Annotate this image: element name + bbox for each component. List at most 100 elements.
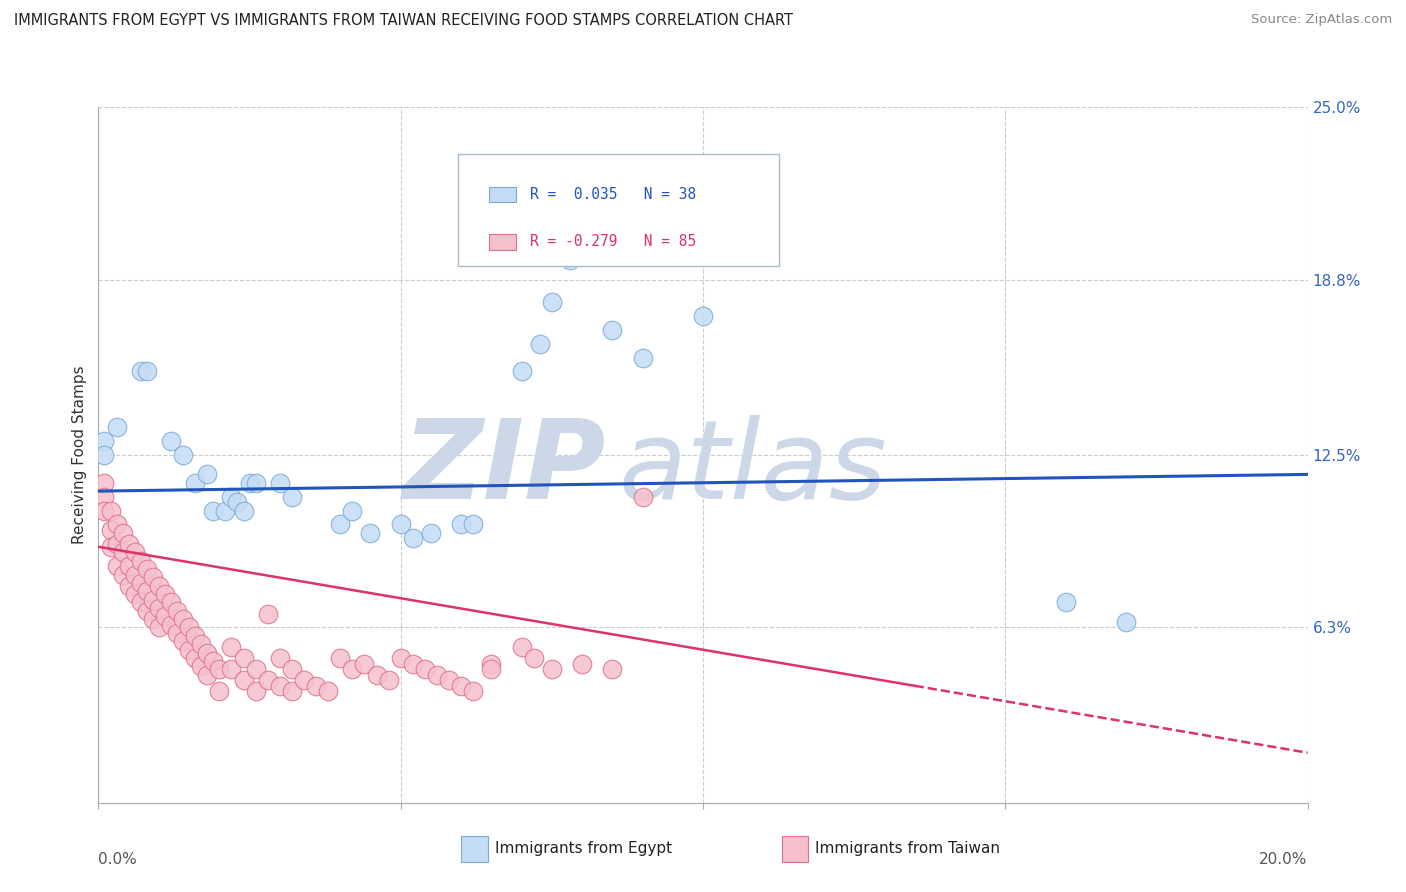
Point: [214, 503, 236, 517]
Point: [342, 503, 364, 517]
Point: [221, 490, 243, 504]
Point: [190, 637, 212, 651]
Point: [1054, 595, 1077, 609]
Text: IMMIGRANTS FROM EGYPT VS IMMIGRANTS FROM TAIWAN RECEIVING FOOD STAMPS CORRELATIO: IMMIGRANTS FROM EGYPT VS IMMIGRANTS FROM…: [14, 13, 793, 29]
Point: [105, 559, 128, 574]
Point: [100, 503, 122, 517]
Point: [245, 662, 267, 676]
Point: [118, 537, 141, 551]
Point: [93, 475, 115, 490]
Point: [105, 537, 128, 551]
Point: [100, 540, 122, 554]
Point: [239, 475, 262, 490]
Point: [692, 309, 714, 323]
Point: [602, 323, 624, 337]
Point: [118, 579, 141, 593]
Point: [426, 667, 449, 681]
Point: [142, 592, 165, 607]
Point: [402, 532, 425, 546]
Point: [366, 667, 388, 681]
Point: [148, 579, 170, 593]
Point: [124, 587, 146, 601]
Point: [124, 567, 146, 582]
Point: [93, 503, 115, 517]
Point: [305, 679, 328, 693]
Point: [100, 86, 122, 100]
Point: [256, 673, 278, 688]
Point: [413, 662, 436, 676]
Point: [450, 679, 472, 693]
Text: 20.0%: 20.0%: [1260, 852, 1308, 866]
Point: [184, 629, 207, 643]
Point: [160, 595, 183, 609]
Point: [195, 646, 218, 660]
Point: [571, 657, 593, 671]
Point: [419, 525, 441, 540]
Bar: [489, 187, 516, 202]
Point: [245, 475, 267, 490]
Point: [602, 662, 624, 676]
Point: [269, 679, 291, 693]
Point: [529, 336, 551, 351]
Point: [540, 294, 562, 309]
Point: [177, 620, 201, 634]
Point: [153, 587, 176, 601]
Point: [389, 517, 412, 532]
Bar: [489, 235, 516, 250]
Point: [232, 673, 254, 688]
Point: [221, 640, 243, 654]
Point: [105, 517, 128, 532]
Point: [208, 684, 231, 698]
Point: [232, 503, 254, 517]
Bar: [782, 836, 808, 862]
Point: [269, 651, 291, 665]
Point: [153, 609, 176, 624]
Text: ZIP: ZIP: [402, 416, 606, 523]
Point: [135, 364, 157, 378]
Point: [184, 475, 207, 490]
Point: [571, 197, 593, 211]
Point: [135, 604, 157, 618]
Point: [481, 662, 503, 676]
Point: [160, 434, 183, 448]
Text: Immigrants from Egypt: Immigrants from Egypt: [495, 841, 672, 856]
Point: [523, 651, 546, 665]
Point: [329, 651, 352, 665]
Point: [148, 601, 170, 615]
Point: [184, 651, 207, 665]
Point: [190, 659, 212, 673]
Point: [377, 673, 399, 688]
Point: [195, 467, 218, 482]
Point: [111, 567, 134, 582]
Point: [316, 684, 339, 698]
Point: [166, 626, 188, 640]
Point: [118, 45, 141, 59]
Point: [202, 654, 225, 668]
Point: [93, 434, 115, 448]
Point: [245, 684, 267, 698]
Point: [558, 253, 581, 268]
Point: [111, 525, 134, 540]
Point: [402, 657, 425, 671]
Text: R = -0.279   N = 85: R = -0.279 N = 85: [530, 235, 696, 250]
Point: [142, 612, 165, 626]
Point: [631, 490, 654, 504]
Point: [389, 651, 412, 665]
Point: [135, 584, 157, 599]
Point: [269, 475, 291, 490]
Text: R =  0.035   N = 38: R = 0.035 N = 38: [530, 187, 696, 202]
Point: [172, 634, 194, 648]
Point: [631, 351, 654, 365]
Point: [177, 642, 201, 657]
Point: [166, 604, 188, 618]
Point: [463, 684, 485, 698]
Point: [463, 517, 485, 532]
Point: [202, 503, 225, 517]
Point: [360, 525, 382, 540]
Point: [481, 657, 503, 671]
Point: [1115, 615, 1137, 629]
Point: [129, 576, 152, 591]
Point: [129, 554, 152, 568]
Point: [124, 545, 146, 559]
FancyBboxPatch shape: [457, 153, 779, 266]
